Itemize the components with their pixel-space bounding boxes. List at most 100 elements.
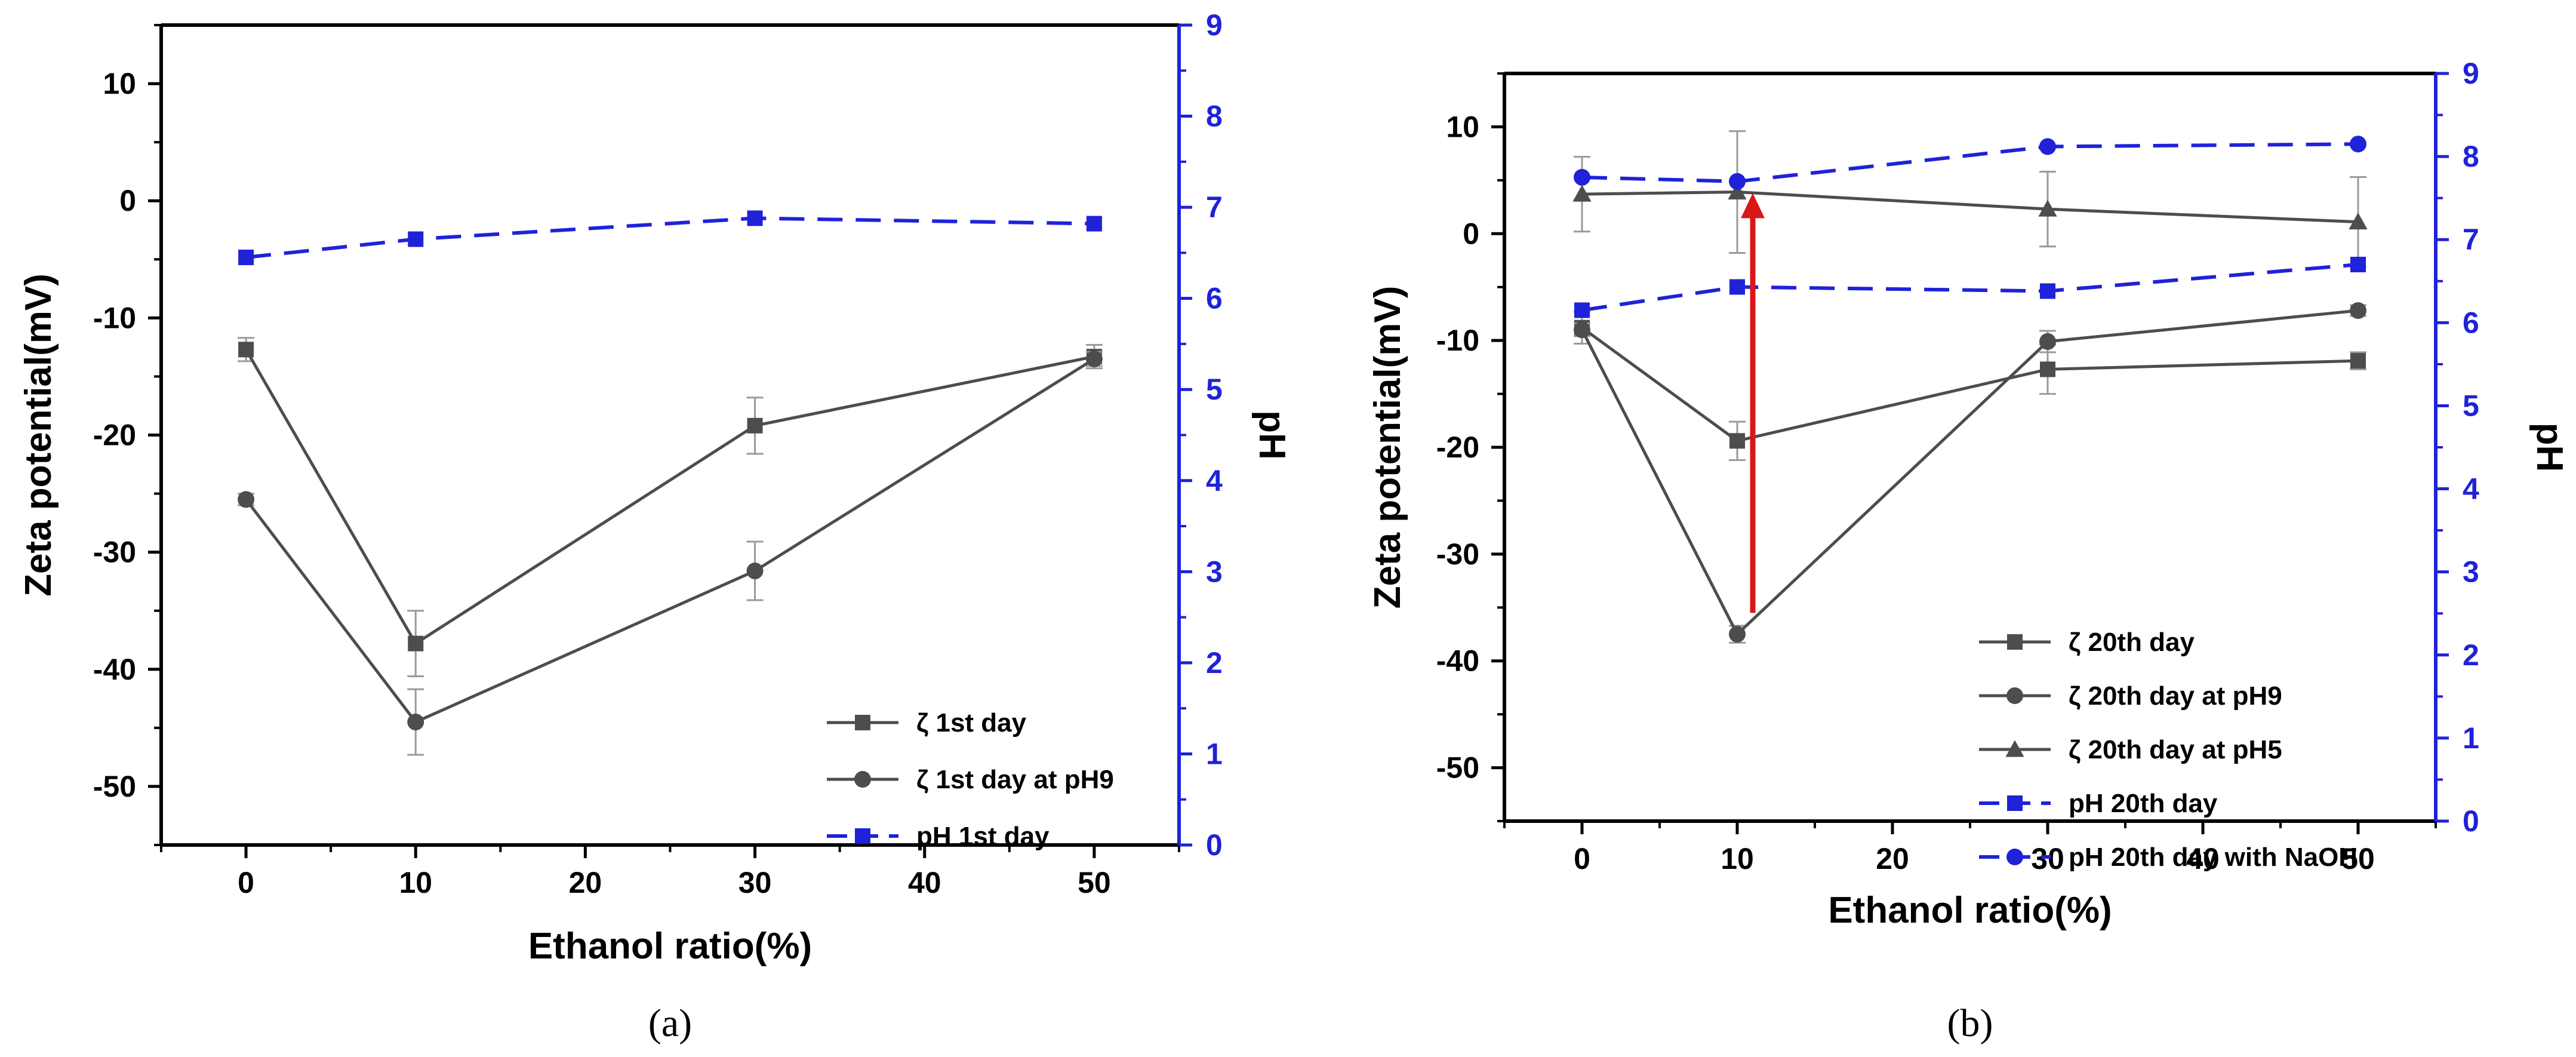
series-1 [1574,302,2366,644]
series-line [245,216,1094,259]
panel-a: 0 10 20 30 40 50 10 0 -10 -20 -30 -40 -50 0 1 2 3 4 5 6 7 8 9 E… [18,8,1292,1045]
legend-marker [2006,849,2023,865]
y-tick-label: -50 [93,770,136,803]
data-point [1729,173,1746,190]
x-tick-label: 20 [1876,842,1909,875]
series-0 [1574,311,2366,461]
x-tick-label: 0 [238,866,254,899]
legend-marker [855,715,870,730]
y-right-tick-label: 9 [2463,57,2479,90]
data-point [2350,353,2366,369]
y-right-tick-label: 5 [2463,389,2479,422]
y-axis-title: Zeta potential(mV) [1367,286,1408,609]
x-tick-label: 10 [1721,842,1754,875]
data-point [1729,433,1745,449]
y-right-tick-label: 7 [1206,190,1223,224]
data-point [1574,168,1590,186]
data-point [1729,279,1745,295]
x-tick-label: 10 [399,866,432,899]
x-tick-label: 50 [1078,866,1111,899]
legend: ζ 20th day ζ 20th day at pH9 ζ 20th day at… [1979,628,2358,872]
y-right-tick-label: 7 [2463,223,2479,256]
x-tick-label: 0 [1574,842,1590,875]
legend-label: pH 20th day [2069,789,2218,818]
data-point [2350,136,2366,153]
data-point [2350,256,2366,272]
series-line [1581,190,2359,224]
legend-marker [2006,687,2023,704]
y-tick-label: -30 [1436,537,1479,571]
legend-marker [2007,795,2023,811]
panel-label: (a) [648,1001,692,1045]
x-tick-label: 20 [569,866,602,899]
series-line [1580,309,2359,637]
y-tick-label: -50 [1436,751,1479,785]
data-point [2040,283,2055,299]
y-tick-label: 10 [1446,110,1479,143]
y-right-tick-label: 8 [2463,140,2479,173]
data-point [2039,333,2056,350]
y-right-tick-label: 0 [1206,828,1223,862]
legend-label: pH 1st day [916,822,1050,851]
legend-marker [854,771,871,788]
series-2 [238,210,1102,266]
x-axis-title: Ethanol ratio(%) [528,926,812,967]
data-point [1574,302,1590,318]
y-right-axis-title: pH [2529,423,2570,472]
y-tick-label: 10 [103,67,136,100]
series-3 [1574,256,2366,318]
series-4 [1574,136,2366,190]
y-right-tick-label: 5 [1206,373,1223,406]
y-tick-label: -10 [1436,324,1479,357]
y-tick-label: -20 [93,419,136,452]
x-axis-title: Ethanol ratio(%) [1828,890,2112,931]
y-right-tick-label: 2 [1206,646,1223,680]
legend-marker [855,828,870,844]
legend: ζ 1st day ζ 1st day at pH9 pH 1st day [827,708,1114,851]
y-right-tick-label: 0 [2463,804,2479,838]
x-tick-label: 40 [908,866,941,899]
data-point [2040,361,2055,377]
series-line [245,357,1095,724]
legend-label: ζ 1st day [916,708,1027,738]
data-point [747,210,763,226]
data-point [1572,185,1592,202]
y-tick-label: -40 [93,653,136,686]
series-line [244,349,1095,646]
annotation-arrow-head [1741,193,1765,219]
series-line [1581,326,2359,443]
data-point [1729,626,1746,643]
y-tick-label: -20 [1436,431,1479,464]
legend-label: ζ 20th day at pH9 [2069,681,2282,711]
data-point [1085,351,1103,368]
y-tick-label: 0 [1463,217,1479,250]
data-point [407,714,424,731]
data-point [2349,213,2368,230]
data-point [747,417,763,434]
x-tick-label: 40 [2186,842,2220,875]
data-point [238,250,254,266]
data-point [746,563,764,580]
x-tick-label: 50 [2341,842,2375,875]
data-point [238,342,254,358]
data-point [2350,302,2366,319]
legend-label: ζ 20th day at pH5 [2069,735,2282,764]
data-point [1086,216,1102,232]
y-right-tick-label: 1 [2463,721,2479,755]
y-tick-label: -40 [1436,644,1479,678]
y-right-tick-label: 3 [1206,555,1223,588]
y-tick-label: -10 [93,301,136,334]
legend-marker [2005,740,2024,757]
y-right-tick-label: 9 [1206,8,1223,42]
y-right-tick-label: 6 [1206,282,1223,315]
series-0 [238,337,1103,678]
data-point [408,635,424,652]
legend-label: pH 20th day with NaOH [2069,843,2358,872]
data-point [1728,182,1747,200]
panel-label: (b) [1947,1001,1993,1045]
data-point [408,231,424,247]
y-right-tick-label: 4 [1206,464,1223,497]
legend-marker [2007,634,2023,650]
y-tick-label: -30 [93,536,136,569]
